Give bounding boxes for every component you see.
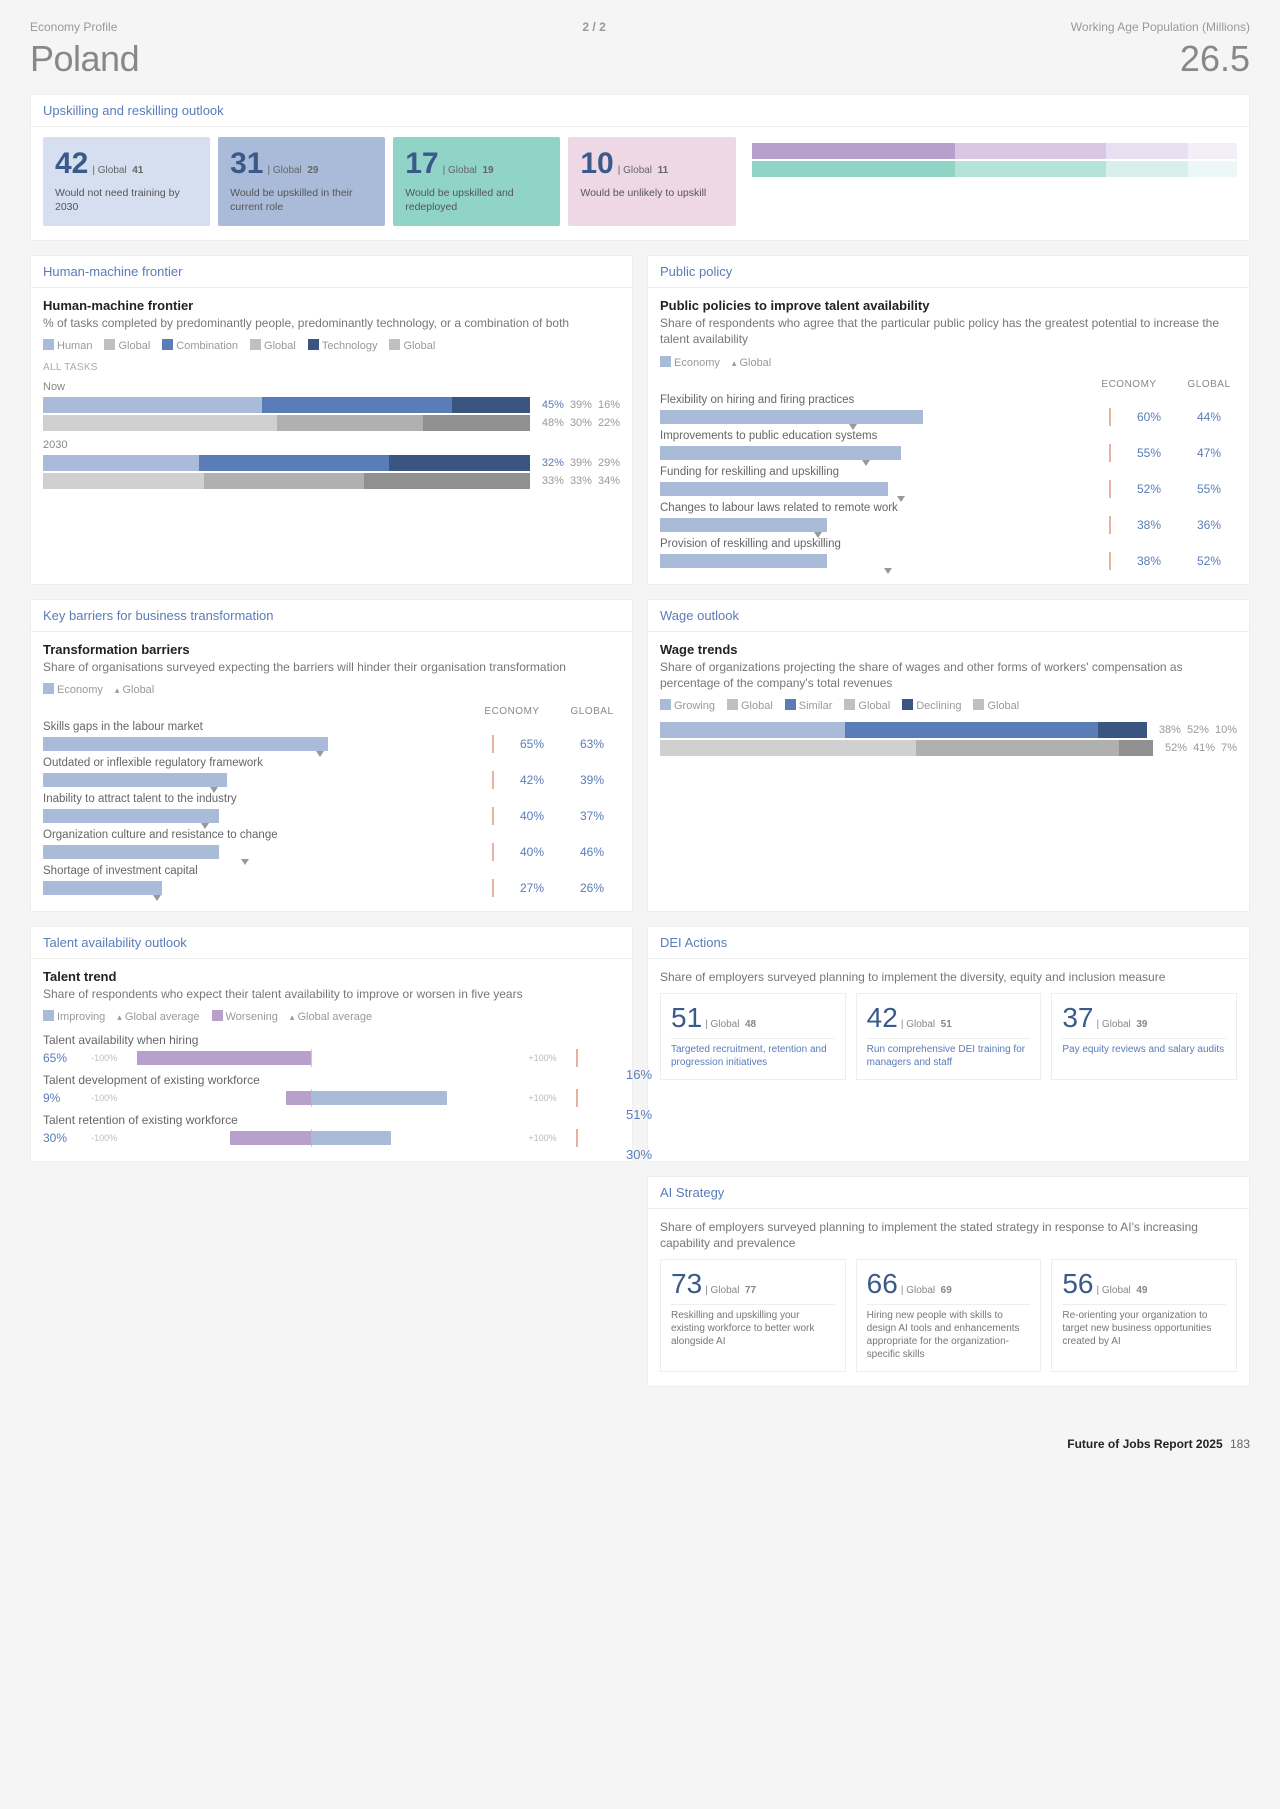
barriers-head: Transformation barriers (43, 642, 620, 657)
barriers-title: Key barriers for business transformation (31, 600, 632, 632)
upskill-stat: 31| Global 29 Would be upskilled in thei… (218, 137, 385, 226)
metric-row: Skills gaps in the labour market65%63% (43, 721, 620, 753)
policy-title: Public policy (648, 256, 1249, 288)
profile-label: Economy Profile (30, 20, 117, 34)
upskill-stat: 42| Global 41 Would not need training by… (43, 137, 210, 226)
stat-tile: 56| Global 49 Re-orienting your organiza… (1051, 1259, 1237, 1372)
policy-head: Public policies to improve talent availa… (660, 298, 1237, 313)
col-economy: ECONOMY (484, 706, 540, 717)
hmf-card: Human-machine frontier Human-machine fro… (30, 255, 633, 584)
dei-desc: Share of employers surveyed planning to … (660, 969, 1237, 985)
upskilling-title: Upskilling and reskilling outlook (31, 95, 1249, 127)
metric-row: Shortage of investment capital27%26% (43, 865, 620, 897)
stat-tile: 42| Global 51 Run comprehensive DEI trai… (856, 993, 1042, 1080)
metric-row: Improvements to public education systems… (660, 430, 1237, 462)
barriers-legend: Economy▴ Global (43, 683, 620, 696)
policy-desc: Share of respondents who agree that the … (660, 315, 1237, 347)
col-economy: ECONOMY (1101, 379, 1157, 390)
hmf-head: Human-machine frontier (43, 298, 620, 313)
upskill-stat: 17| Global 19 Would be upskilled and red… (393, 137, 560, 226)
upskill-stat: 10| Global 11 Would be unlikely to upski… (568, 137, 735, 226)
ai-card: AI Strategy Share of employers surveyed … (647, 1176, 1250, 1387)
ai-title: AI Strategy (648, 1177, 1249, 1209)
population-value: 26.5 (1180, 38, 1250, 80)
stat-tile: 51| Global 48 Targeted recruitment, rete… (660, 993, 846, 1080)
ai-desc: Share of employers surveyed planning to … (660, 1219, 1237, 1251)
hmf-desc: % of tasks completed by predominantly pe… (43, 315, 620, 331)
col-global: GLOBAL (1181, 379, 1237, 390)
hmf-title: Human-machine frontier (31, 256, 632, 288)
talent-desc: Share of respondents who expect their ta… (43, 986, 620, 1002)
policy-card: Public policy Public policies to improve… (647, 255, 1250, 584)
stat-tile: 73| Global 77 Reskilling and upskilling … (660, 1259, 846, 1372)
population-label: Working Age Population (Millions) (1071, 20, 1250, 34)
talent-head: Talent trend (43, 969, 620, 984)
barriers-card: Key barriers for business transformation… (30, 599, 633, 912)
policy-legend: Economy▴ Global (660, 356, 1237, 369)
talent-card: Talent availability outlook Talent trend… (30, 926, 633, 1162)
wage-head: Wage trends (660, 642, 1237, 657)
country-name: Poland (30, 38, 139, 80)
barriers-desc: Share of organisations surveyed expectin… (43, 659, 620, 675)
metric-row: Flexibility on hiring and firing practic… (660, 394, 1237, 426)
upskilling-card: Upskilling and reskilling outlook 42| Gl… (30, 94, 1250, 241)
hmf-legend: HumanGlobalCombinationGlobalTechnologyGl… (43, 339, 620, 352)
metric-row: Provision of reskilling and upskilling38… (660, 538, 1237, 570)
footer-title: Future of Jobs Report 2025 (1067, 1437, 1222, 1451)
stat-tile: 37| Global 39 Pay equity reviews and sal… (1051, 993, 1237, 1080)
hmf-all-label: ALL TASKS (43, 362, 620, 373)
dei-card: DEI Actions Share of employers surveyed … (647, 926, 1250, 1162)
wage-legend: GrowingGlobalSimilarGlobalDecliningGloba… (660, 699, 1237, 712)
metric-row: Changes to labour laws related to remote… (660, 502, 1237, 534)
wage-card: Wage outlook Wage trends Share of organi… (647, 599, 1250, 912)
dei-title: DEI Actions (648, 927, 1249, 959)
metric-row: Organization culture and resistance to c… (43, 829, 620, 861)
metric-row: Inability to attract talent to the indus… (43, 793, 620, 825)
stat-tile: 66| Global 69 Hiring new people with ski… (856, 1259, 1042, 1372)
col-global: GLOBAL (564, 706, 620, 717)
talent-title: Talent availability outlook (31, 927, 632, 959)
wage-desc: Share of organizations projecting the sh… (660, 659, 1237, 691)
page-indicator: 2 / 2 (582, 20, 605, 34)
metric-row: Funding for reskilling and upskilling52%… (660, 466, 1237, 498)
footer-page: 183 (1230, 1437, 1250, 1451)
wage-title: Wage outlook (648, 600, 1249, 632)
talent-legend: Improving▴ Global averageWorsening▴ Glob… (43, 1010, 620, 1023)
metric-row: Outdated or inflexible regulatory framew… (43, 757, 620, 789)
page-footer: Future of Jobs Report 2025 183 (0, 1407, 1280, 1491)
